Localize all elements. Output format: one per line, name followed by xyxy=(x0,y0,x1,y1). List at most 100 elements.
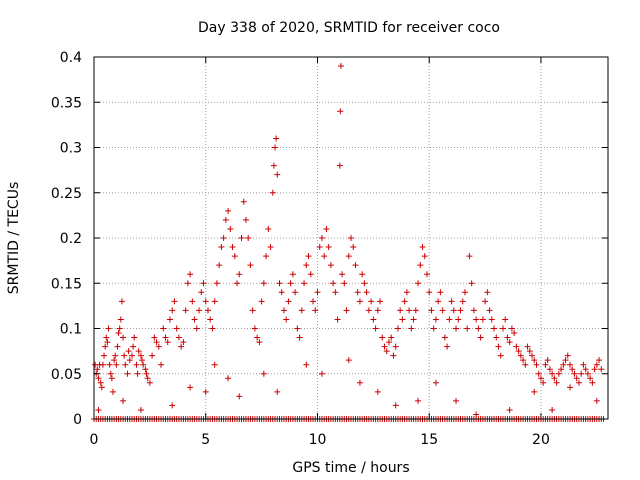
data-point xyxy=(160,325,167,332)
data-point xyxy=(187,271,194,278)
chart-title: Day 338 of 2020, SRMTID for receiver coc… xyxy=(198,20,500,36)
y-tick-label: 0.4 xyxy=(60,50,82,66)
data-point xyxy=(339,271,346,278)
data-point xyxy=(231,253,238,260)
data-point xyxy=(350,244,357,251)
data-point xyxy=(408,325,415,332)
data-point xyxy=(450,307,457,314)
data-point xyxy=(455,316,462,323)
y-tick-label: 0.35 xyxy=(51,95,82,111)
y-tick-label: 0.05 xyxy=(51,367,82,383)
data-point xyxy=(296,334,303,341)
data-point xyxy=(392,343,399,350)
data-point xyxy=(164,339,171,346)
data-point xyxy=(392,402,399,409)
data-point xyxy=(200,280,207,287)
grid xyxy=(94,57,608,419)
data-point xyxy=(374,307,381,314)
data-point xyxy=(169,307,176,314)
data-point xyxy=(130,343,137,350)
data-point xyxy=(294,325,301,332)
y-tick-label: 0.3 xyxy=(60,141,82,157)
data-point xyxy=(124,370,131,377)
data-point xyxy=(390,352,397,359)
data-point xyxy=(173,325,180,332)
data-point xyxy=(345,253,352,260)
data-point xyxy=(372,325,379,332)
data-point xyxy=(593,397,600,404)
data-point xyxy=(283,316,290,323)
y-axis-label: SRMTID / TECUs xyxy=(6,182,22,295)
x-axis: 0 5 10 15 20 xyxy=(90,57,550,448)
data-point xyxy=(321,253,328,260)
data-point xyxy=(256,339,263,346)
data-point xyxy=(105,325,112,332)
data-point xyxy=(477,334,484,341)
data-point xyxy=(175,334,182,341)
data-point xyxy=(591,366,598,373)
data-point xyxy=(502,316,509,323)
data-point xyxy=(484,289,491,296)
data-point xyxy=(292,289,299,296)
data-point xyxy=(258,298,265,305)
data-point xyxy=(102,343,109,350)
data-point xyxy=(337,108,344,115)
data-point xyxy=(107,370,114,377)
data-point xyxy=(582,366,589,373)
data-point xyxy=(537,375,544,382)
data-point xyxy=(265,225,272,232)
data-point xyxy=(381,343,388,350)
data-point xyxy=(189,298,196,305)
data-point xyxy=(441,334,448,341)
data-point xyxy=(285,298,292,305)
data-point xyxy=(220,235,227,241)
data-point xyxy=(470,307,477,314)
data-point xyxy=(140,361,147,368)
data-point xyxy=(131,334,138,341)
data-point xyxy=(363,289,370,296)
data-point xyxy=(242,216,249,223)
y-tick-label: 0.1 xyxy=(60,322,82,338)
data-point xyxy=(374,388,381,395)
data-point xyxy=(234,280,241,287)
data-point xyxy=(540,379,547,386)
data-point xyxy=(348,235,354,241)
data-point xyxy=(587,375,594,382)
data-point xyxy=(473,411,480,418)
data-point xyxy=(415,397,422,404)
data-point xyxy=(327,262,334,269)
data-point xyxy=(435,298,442,305)
data-point xyxy=(428,307,435,314)
data-point xyxy=(544,357,551,364)
data-point xyxy=(142,366,149,373)
data-point xyxy=(111,357,118,364)
data-point xyxy=(562,357,569,364)
data-point xyxy=(310,298,317,305)
data-point xyxy=(515,348,522,355)
data-point xyxy=(229,244,236,251)
data-point xyxy=(155,343,162,350)
data-point xyxy=(305,253,312,260)
data-point xyxy=(94,366,101,373)
data-point xyxy=(444,343,451,350)
data-point xyxy=(546,366,553,373)
data-point xyxy=(323,225,330,232)
data-point xyxy=(280,307,287,314)
data-point xyxy=(303,361,310,368)
data-point xyxy=(466,253,473,260)
data-point xyxy=(97,379,104,386)
data-point xyxy=(153,339,160,346)
data-point xyxy=(491,325,498,332)
data-point xyxy=(307,271,314,278)
data-point xyxy=(169,402,176,409)
data-point xyxy=(549,370,556,377)
data-point xyxy=(464,325,471,332)
data-point xyxy=(531,388,538,395)
data-point xyxy=(222,216,229,223)
data-point xyxy=(359,271,366,278)
data-point xyxy=(578,370,585,377)
data-point xyxy=(115,330,122,337)
data-point xyxy=(354,289,361,296)
data-point xyxy=(479,316,486,323)
data-point xyxy=(506,406,513,413)
